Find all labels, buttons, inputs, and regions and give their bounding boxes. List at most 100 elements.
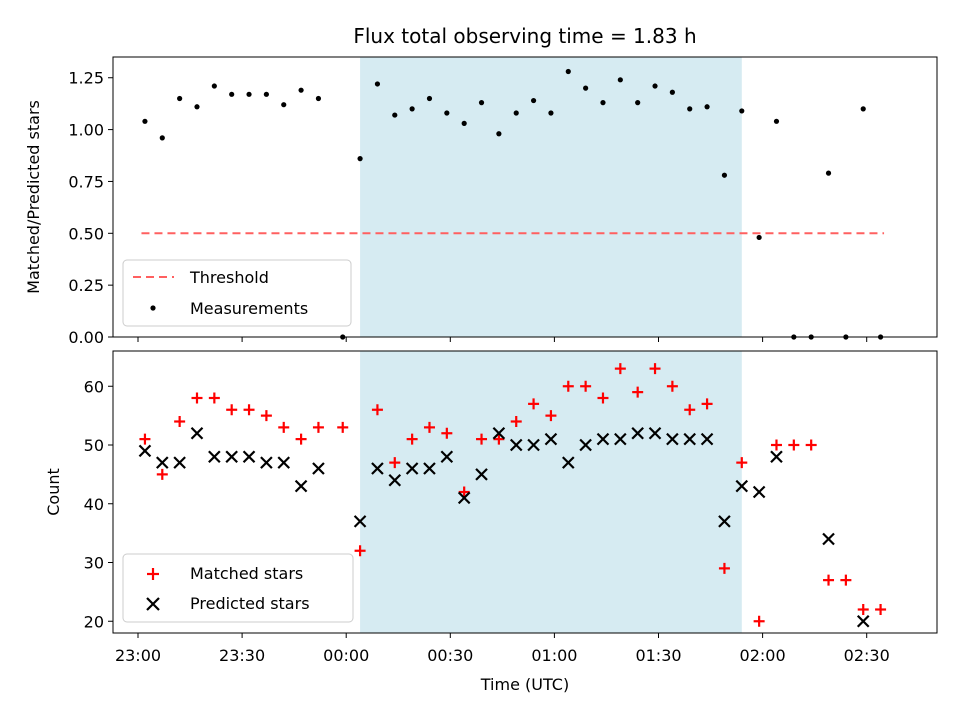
bottom-ytick-label: 60 (84, 377, 104, 396)
top-ytick-label: 0.25 (68, 276, 104, 295)
predicted-star-point (353, 515, 367, 528)
bottom-legend: Matched stars Predicted stars (122, 553, 354, 623)
matched-star-point (666, 380, 678, 392)
predicted-star-point (666, 432, 679, 446)
top-panel: 0.00 0.25 0.50 0.75 1.00 1.25 Matched/Predict… (24, 56, 938, 347)
predicted-star-point (492, 426, 506, 440)
measurement-point (721, 172, 728, 178)
matched-star-point (632, 386, 644, 398)
matched-star-point (528, 398, 540, 410)
measurement-point (374, 81, 381, 87)
measurement-point (478, 100, 485, 106)
measurement-point (687, 106, 693, 112)
predicted-star-point (718, 515, 731, 528)
matched-star-point (510, 416, 522, 427)
predicted-star-point (770, 450, 783, 464)
top-ytick-label: 0.75 (68, 172, 104, 191)
matched-star-point (545, 410, 557, 422)
top-legend-box (122, 259, 352, 327)
legend-measurements-swatch (150, 305, 156, 311)
xtick-label: 02:30 (844, 646, 890, 665)
predicted-star-point (260, 456, 273, 469)
matched-star-point (295, 433, 307, 445)
measurement-point (756, 234, 762, 241)
predicted-star-point (752, 485, 766, 499)
matched-star-point (337, 421, 349, 433)
matched-star-point (458, 486, 470, 498)
measurement-point (177, 95, 183, 102)
matched-star-point (701, 398, 713, 410)
matched-star-point (770, 439, 782, 451)
xtick-label: 00:00 (323, 646, 369, 665)
matched-star-point (562, 380, 574, 392)
legend-predicted-label: Predicted stars (190, 594, 310, 613)
xtick-label: 02:00 (740, 646, 786, 665)
matched-star-point (788, 439, 800, 451)
predicted-star-point (596, 432, 610, 446)
measurement-point (194, 104, 200, 110)
top-legend: Threshold Measurements (122, 259, 352, 327)
measurement-point (142, 118, 148, 124)
predicted-star-point (648, 426, 662, 440)
predicted-star-point (156, 456, 169, 469)
measurement-point (281, 102, 287, 108)
measurement-point (392, 112, 398, 118)
measurement-point (635, 100, 641, 106)
xtick-label: 01:30 (635, 646, 681, 665)
measurement-point (444, 110, 450, 116)
measurement-point (652, 83, 658, 89)
matched-star-point (875, 604, 887, 615)
matched-star-point (174, 416, 186, 427)
predicted-star-point (631, 426, 644, 440)
matched-star-point (156, 468, 168, 480)
measurement-point (409, 106, 415, 112)
top-panel-frame (112, 56, 938, 338)
measurement-point (211, 83, 217, 89)
predicted-star-point (457, 491, 471, 505)
x-axis-label: Time (UTC) (480, 675, 569, 694)
matched-star-point (649, 363, 661, 375)
legend-matched-label: Matched stars (190, 564, 303, 583)
predicted-star-point (700, 432, 714, 446)
predicted-star-point (190, 426, 204, 440)
predicted-star-point (277, 456, 291, 469)
measurement-point (530, 97, 537, 104)
matched-star-point (389, 457, 401, 469)
bottom-ytick-label: 50 (84, 436, 104, 455)
xtick-label: 01:00 (531, 646, 577, 665)
bottom-ytick-label: 30 (84, 554, 104, 573)
matched-star-point (493, 433, 505, 445)
measurement-point (739, 108, 745, 114)
predicted-star-point (683, 432, 697, 446)
legend-threshold-label: Threshold (189, 268, 269, 287)
matched-star-point (736, 457, 748, 469)
xtick-label: 23:00 (115, 646, 161, 665)
predicted-star-point (225, 450, 238, 464)
measurement-point (600, 100, 606, 106)
matched-star-point (476, 433, 488, 445)
predicted-star-point (579, 438, 592, 452)
bottom-legend-box (122, 553, 354, 623)
top-ytick-label: 1.25 (68, 69, 104, 88)
matched-star-point (597, 392, 609, 404)
bottom-y-axis-label: Count (44, 468, 63, 516)
matched-star-point (191, 392, 203, 404)
xtick-label: 23:30 (219, 646, 265, 665)
bottom-shaded-interval (360, 351, 742, 633)
predicted-star-point (138, 444, 152, 458)
measurement-point (617, 77, 623, 83)
matched-star-point (423, 421, 435, 433)
predicted-star-point (312, 462, 325, 475)
predicted-star-point (242, 450, 256, 464)
predicted-star-point (614, 432, 627, 446)
matched-star-point (226, 404, 238, 416)
measurement-point (263, 91, 269, 97)
measurement-point (860, 106, 866, 112)
measurement-point (669, 89, 675, 95)
predicted-star-point (423, 462, 436, 475)
measurement-point (315, 95, 322, 102)
measurement-point (229, 91, 235, 97)
predicted-star-point (527, 438, 540, 452)
measurement-point (246, 91, 252, 97)
matched-star-point (840, 574, 852, 586)
